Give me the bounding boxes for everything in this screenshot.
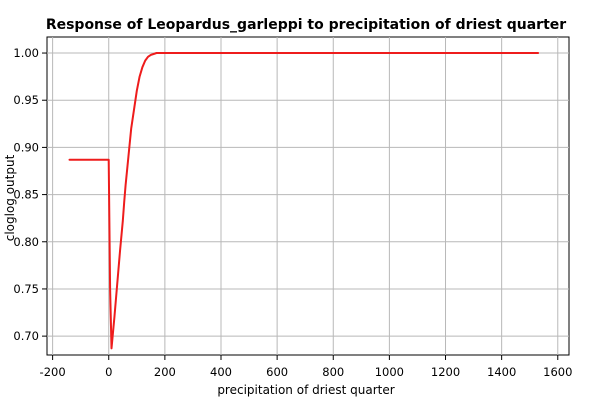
x-tick-label: -200 xyxy=(40,365,66,379)
x-tick-label: 400 xyxy=(210,365,232,379)
x-tick-label: 800 xyxy=(322,365,344,379)
y-tick-label: 0.85 xyxy=(13,188,39,202)
y-tick-label: 0.90 xyxy=(13,140,39,154)
plot-area xyxy=(46,36,570,356)
chart-title: Response of Leopardus_garleppi to precip… xyxy=(46,17,566,33)
x-tick-label: 0 xyxy=(105,365,112,379)
y-tick-label: 0.70 xyxy=(13,329,39,343)
x-tick-label: 1000 xyxy=(375,365,404,379)
x-tick-label: 1600 xyxy=(543,365,572,379)
x-tick-label: 600 xyxy=(266,365,288,379)
x-tick-label: 200 xyxy=(154,365,176,379)
x-tick-label: 1400 xyxy=(487,365,516,379)
x-axis-label: precipitation of driest quarter xyxy=(217,383,394,397)
y-tick-label: 0.95 xyxy=(13,93,39,107)
y-tick-label: 0.80 xyxy=(13,235,39,249)
response-curve xyxy=(68,52,540,350)
series-layer xyxy=(68,52,540,350)
x-axis: -200 0 200 400 600 800 1000 1200 1400 1600 xyxy=(40,355,572,379)
y-tick-label: 1.00 xyxy=(13,46,39,60)
y-tick-label: 0.75 xyxy=(13,282,39,296)
grid-lines xyxy=(47,37,569,355)
y-axis-label: cloglog output xyxy=(3,154,17,241)
y-axis: 0.70 0.75 0.80 0.85 0.90 0.95 1.00 xyxy=(13,46,47,343)
x-tick-label: 1200 xyxy=(431,365,460,379)
